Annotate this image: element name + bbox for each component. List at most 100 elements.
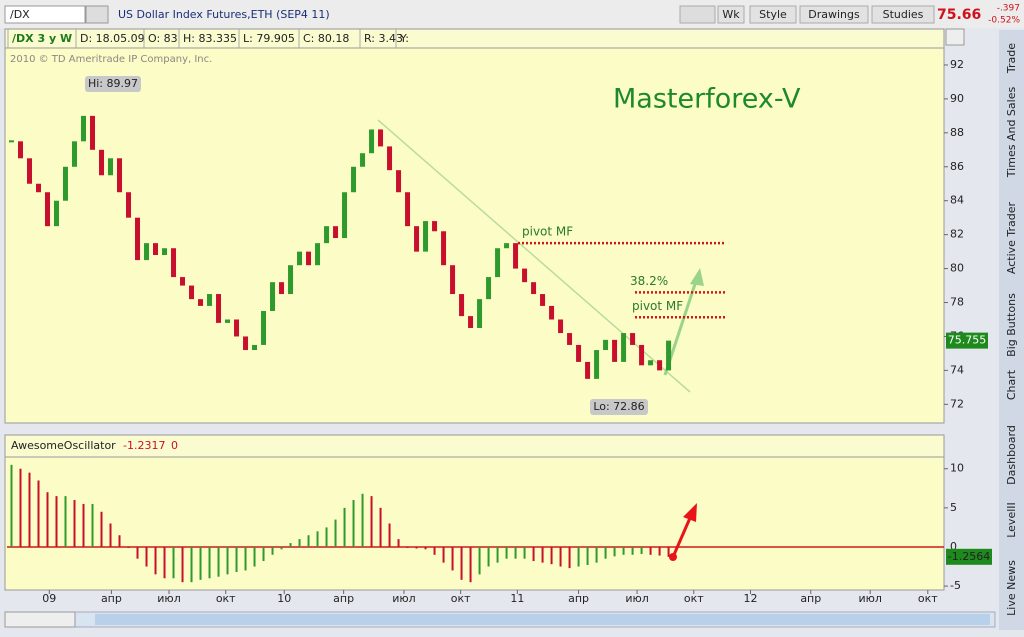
side-tab[interactable]: Trade xyxy=(1005,43,1018,74)
y-tick-label: 82 xyxy=(950,228,964,241)
symbol-dropdown[interactable] xyxy=(85,5,109,24)
toolbar-button-label[interactable]: Style xyxy=(759,8,787,21)
candle xyxy=(351,166,357,193)
x-tick-label: апр xyxy=(800,592,821,605)
x-tick-label: окт xyxy=(918,592,938,605)
header-cell: D: 18.05.09 xyxy=(80,32,145,45)
osc-bar xyxy=(46,492,49,547)
price-tag-label: 75.755 xyxy=(948,334,987,347)
side-tab[interactable]: Dashboard xyxy=(1005,425,1018,485)
osc-bar xyxy=(550,546,553,565)
osc-bar xyxy=(559,546,562,567)
x-tick-label: июл xyxy=(625,592,648,605)
candle xyxy=(576,344,582,362)
osc-bar xyxy=(325,527,328,547)
osc-bar xyxy=(433,546,436,555)
osc-bar xyxy=(406,546,409,548)
osc-bar xyxy=(136,546,139,559)
osc-bar xyxy=(181,546,184,583)
side-tab[interactable]: Live News xyxy=(1005,560,1018,616)
candle xyxy=(225,319,231,323)
y-tick-label: 74 xyxy=(950,363,964,376)
candle xyxy=(297,251,303,266)
header-cell: O: 83 xyxy=(148,32,178,45)
osc-bar xyxy=(208,546,211,579)
osc-bar xyxy=(577,546,580,567)
candle xyxy=(504,243,510,249)
candle xyxy=(360,153,366,167)
candle xyxy=(27,158,33,184)
side-tab[interactable]: Times And Sales xyxy=(1005,87,1018,179)
side-tab[interactable]: Chart xyxy=(1005,369,1018,400)
candle xyxy=(639,344,645,366)
osc-bar xyxy=(280,546,283,550)
toolbar-button-label[interactable]: Studies xyxy=(883,8,924,21)
osc-bar xyxy=(352,500,355,547)
candle xyxy=(279,282,285,295)
osc-bar xyxy=(172,546,175,579)
scroll-thumb[interactable] xyxy=(95,614,990,625)
candle xyxy=(144,243,150,261)
y-tick-label: 84 xyxy=(950,194,964,207)
tool-icons[interactable] xyxy=(679,5,716,24)
level-label: pivot MF xyxy=(632,299,683,313)
symbol-box[interactable] xyxy=(4,5,86,24)
osc-bar xyxy=(64,496,67,547)
candle xyxy=(216,294,222,323)
osc-bar xyxy=(496,546,499,563)
side-tab[interactable]: Active Trader xyxy=(1005,201,1018,274)
toolbar-button-label[interactable]: Wk xyxy=(722,8,740,21)
osc-tag-label: -1.2564 xyxy=(948,550,990,563)
hi-lo-label: Hi: 89.97 xyxy=(88,77,138,90)
candle xyxy=(369,129,375,154)
osc-bar xyxy=(271,546,274,555)
level-label: 38.2% xyxy=(630,274,668,288)
toolbar-button-label[interactable]: Drawings xyxy=(808,8,860,21)
candle xyxy=(108,158,114,176)
green-arrow-head xyxy=(690,268,704,286)
candle xyxy=(126,192,132,218)
side-tab[interactable]: LevelII xyxy=(1005,502,1018,538)
osc-bar xyxy=(415,546,418,549)
candle xyxy=(522,268,528,283)
osc-bar xyxy=(10,464,13,547)
candle xyxy=(459,294,465,317)
toolbar-button[interactable] xyxy=(799,5,869,24)
candle xyxy=(252,344,258,351)
toolbar-button[interactable] xyxy=(871,5,935,24)
osc-bar xyxy=(658,546,661,556)
toolbar-button[interactable] xyxy=(717,5,745,24)
candle xyxy=(180,277,186,286)
osc-bar xyxy=(586,546,589,565)
zoom-buttons[interactable] xyxy=(4,611,76,628)
osc-bar xyxy=(379,507,382,547)
osc-bar xyxy=(343,507,346,547)
osc-bar xyxy=(253,546,256,567)
chart-settings[interactable] xyxy=(945,28,965,46)
y-tick-label: 0 xyxy=(950,540,957,553)
osc-bar xyxy=(163,546,166,579)
osc-bar xyxy=(127,546,130,548)
osc-bar xyxy=(82,503,85,547)
red-arrow-head xyxy=(683,503,697,522)
candle xyxy=(531,282,537,295)
candle xyxy=(36,183,42,193)
candle xyxy=(54,200,60,227)
candle xyxy=(387,146,393,171)
side-tab[interactable]: Big Buttons xyxy=(1005,293,1018,357)
header-cell: R: 3.43 xyxy=(364,32,403,45)
osc-bar xyxy=(55,496,58,547)
osc-bar xyxy=(514,546,517,559)
trend-line xyxy=(377,119,691,393)
osc-bar xyxy=(397,539,400,547)
candle xyxy=(612,339,618,362)
y-tick-label: -5 xyxy=(950,579,961,592)
osc-bar xyxy=(667,546,670,557)
candle xyxy=(333,226,339,239)
y-tick-label: 92 xyxy=(950,58,964,71)
osc-tag xyxy=(946,548,992,565)
toolbar-button[interactable] xyxy=(749,5,797,24)
x-tick-label: окт xyxy=(684,592,704,605)
y-tick-label: 88 xyxy=(950,126,964,139)
symbol[interactable]: /DX xyxy=(10,8,30,21)
